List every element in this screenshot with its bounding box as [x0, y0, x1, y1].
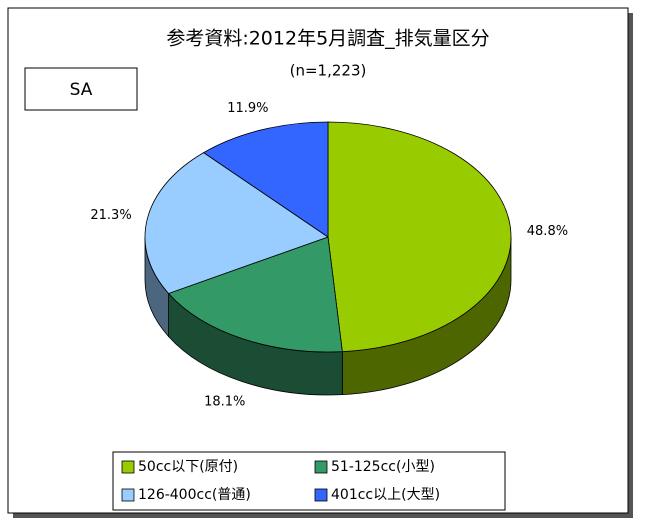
legend-label: 401cc以上(大型)	[331, 487, 440, 503]
chart-subtitle: (n=1,223)	[290, 62, 367, 80]
slice	[202, 121, 329, 238]
data-label: 21.3%	[90, 208, 131, 223]
chart-title: 参考資料:2012年5月調査_排気量区分	[166, 28, 489, 50]
annotation-box	[24, 67, 138, 111]
slice	[327, 121, 512, 353]
legend-swatch	[314, 460, 328, 474]
legend-label: 50cc以下(原付)	[138, 459, 238, 475]
slice	[167, 236, 343, 353]
legend-box	[112, 451, 506, 511]
data-label: 11.9%	[227, 101, 268, 116]
legend-swatch	[314, 488, 328, 502]
data-label: 18.1%	[204, 394, 245, 409]
data-label: 48.8%	[527, 224, 568, 239]
annotation: SA	[70, 80, 93, 100]
legend-swatch	[121, 488, 135, 502]
slice	[144, 152, 329, 294]
legend-swatch	[121, 460, 135, 474]
legend-label: 51-125cc(小型)	[331, 459, 435, 475]
legend-label: 126-400cc(普通)	[138, 487, 251, 503]
